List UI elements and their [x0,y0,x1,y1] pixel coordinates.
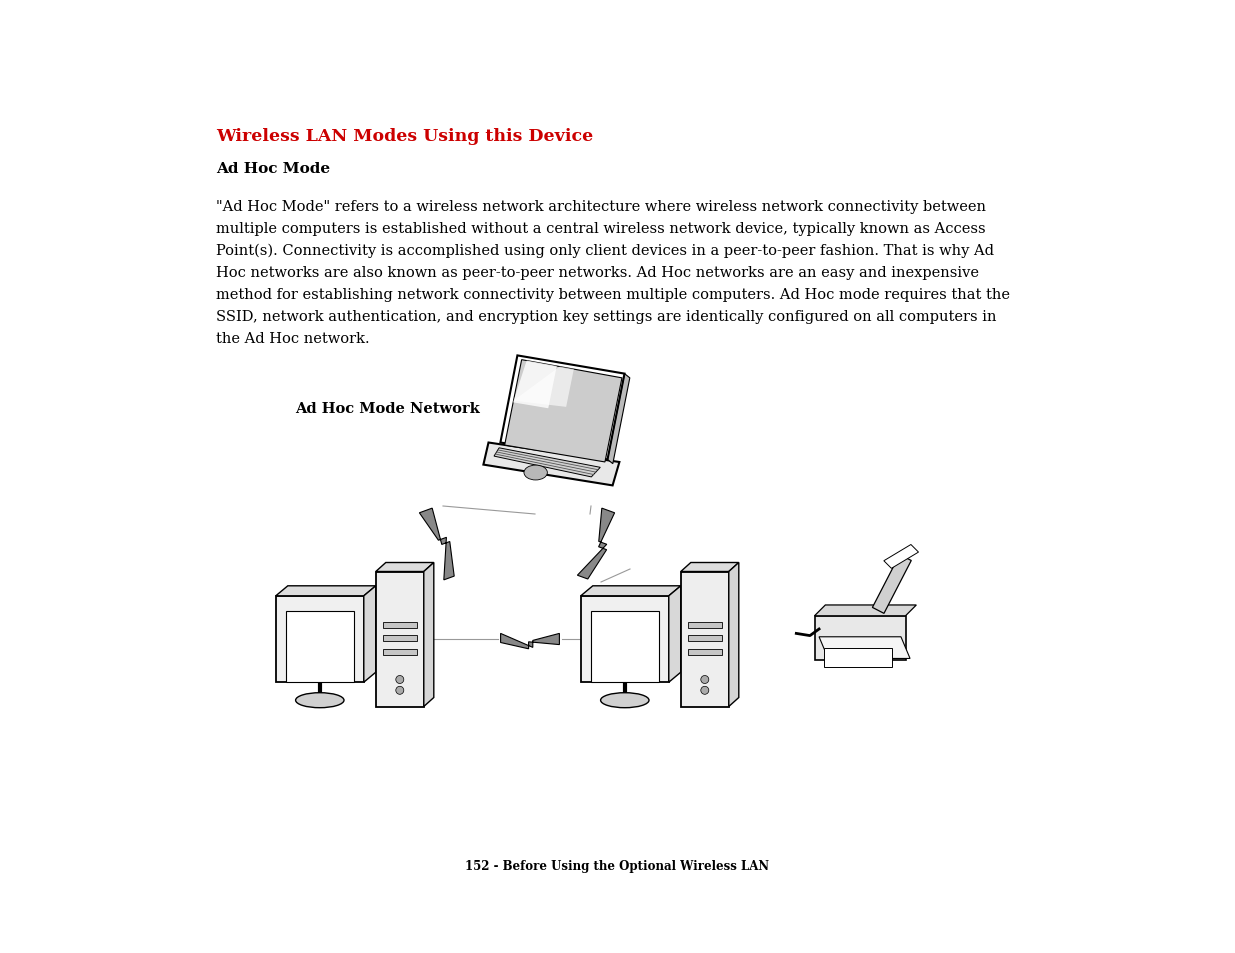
Bar [383,636,416,641]
Bar [688,636,721,641]
Ellipse shape [524,466,547,480]
Text: multiple computers is established without a central wireless network device, typ: multiple computers is established withou… [216,222,986,235]
Polygon shape [364,586,375,682]
Polygon shape [729,563,739,707]
Bar [824,648,892,667]
Polygon shape [420,509,454,580]
Polygon shape [680,563,739,572]
Text: Ad Hoc Mode: Ad Hoc Mode [216,162,330,175]
Polygon shape [608,375,630,464]
Circle shape [395,686,404,695]
Polygon shape [514,367,574,408]
Polygon shape [819,638,910,659]
Ellipse shape [295,693,345,708]
Polygon shape [500,634,559,649]
Text: the Ad Hoc network.: the Ad Hoc network. [216,332,369,346]
Circle shape [700,686,709,695]
Polygon shape [580,586,680,597]
Bar [383,649,416,655]
Polygon shape [872,555,911,614]
Text: Ad Hoc Mode Network: Ad Hoc Mode Network [295,401,479,416]
Polygon shape [275,586,375,597]
Polygon shape [424,563,433,707]
Polygon shape [505,360,622,462]
Polygon shape [580,597,669,682]
Polygon shape [375,572,424,707]
Circle shape [395,676,404,684]
Polygon shape [578,509,615,579]
Polygon shape [680,572,729,707]
Bar [590,611,658,682]
Polygon shape [494,448,600,477]
Polygon shape [483,443,620,486]
Circle shape [700,676,709,684]
Text: Point(s). Connectivity is accomplished using only client devices in a peer-to-pe: Point(s). Connectivity is accomplished u… [216,244,994,258]
Bar [688,649,721,655]
Bar [688,622,721,628]
Bar [815,617,905,660]
Text: 152 - Before Using the Optional Wireless LAN: 152 - Before Using the Optional Wireless… [466,859,769,872]
Polygon shape [884,545,919,569]
Polygon shape [514,361,557,409]
Bar [285,611,353,682]
Polygon shape [815,605,916,617]
Text: Wireless LAN Modes Using this Device: Wireless LAN Modes Using this Device [216,128,593,145]
Ellipse shape [600,693,650,708]
Text: Hoc networks are also known as peer-to-peer networks. Ad Hoc networks are an eas: Hoc networks are also known as peer-to-p… [216,266,979,280]
Text: SSID, network authentication, and encryption key settings are identically config: SSID, network authentication, and encryp… [216,310,997,324]
Polygon shape [275,597,364,682]
Bar [383,622,416,628]
Text: method for establishing network connectivity between multiple computers. Ad Hoc : method for establishing network connecti… [216,288,1010,302]
Polygon shape [669,586,680,682]
Polygon shape [375,563,433,572]
Text: "Ad Hoc Mode" refers to a wireless network architecture where wireless network c: "Ad Hoc Mode" refers to a wireless netwo… [216,200,986,213]
Polygon shape [500,356,625,460]
